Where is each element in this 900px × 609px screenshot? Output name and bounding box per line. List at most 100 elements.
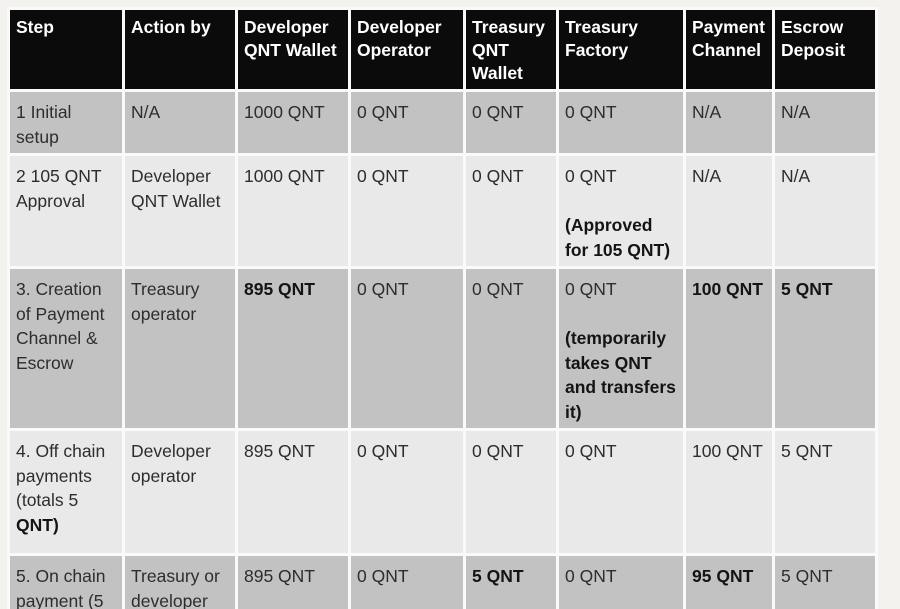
cell-value: 0 QNT <box>565 166 617 187</box>
cell-value: 0 QNT <box>357 102 409 123</box>
cell-value: 0 QNT <box>472 441 524 462</box>
table-cell: 0 QNT <box>351 92 463 154</box>
table-row: 3. Creation of Payment Channel & Escrow T… <box>10 269 875 429</box>
table-cell: 0 QNT <box>351 156 463 267</box>
table-cell: 895 QNT <box>238 431 348 554</box>
table-cell: 0 QNT <box>351 431 463 554</box>
cell-value: 5 QNT <box>781 566 833 587</box>
table-cell: N/A <box>686 156 772 267</box>
table-cell: 5 QNT <box>775 269 875 429</box>
table-body: 1 Initial setup N/A 1000 QNT 0 QNT 0 QNT 0 QN… <box>10 92 875 609</box>
cell-value-bold: 895 QNT <box>244 279 315 300</box>
table-cell: 895 QNT <box>238 556 348 609</box>
table-cell: 0 QNT <box>559 556 683 609</box>
cell-value-bold: 5 QNT <box>472 566 524 587</box>
table-cell: 5 QNT <box>775 431 875 554</box>
cell-value: 0 QNT <box>565 279 617 300</box>
cell-value-bold: 100 QNT <box>692 279 763 300</box>
table-cell: 0 QNT (temporarily takes QNT and transfer… <box>559 269 683 429</box>
cell-value: N/A <box>131 102 161 123</box>
header-row: Step Action by Developer QNT Wallet Develop… <box>10 10 875 90</box>
cell-value: N/A <box>692 102 722 123</box>
cell-value-bold: 5 QNT <box>781 279 833 300</box>
cell-value: 1 Initial setup <box>16 102 72 147</box>
table-cell: 0 QNT (Approved for 105 QNT) <box>559 156 683 267</box>
table-row: 4. Off chain payments (totals 5 QNT) Deve… <box>10 431 875 554</box>
cell-value: 1000 QNT <box>244 102 325 123</box>
cell-value: 5 QNT <box>781 441 833 462</box>
table-row: 2 105 QNT Approval Developer QNT Wallet 10… <box>10 156 875 267</box>
table-cell: 1000 QNT <box>238 92 348 154</box>
cell-value: 5. On chain payment (5 QNT) <box>16 566 106 609</box>
qnt-balance-table: Step Action by Developer QNT Wallet Develop… <box>7 7 878 609</box>
cell-value: 0 QNT <box>565 102 617 123</box>
column-header-action-by: Action by <box>125 10 235 90</box>
table-cell: N/A <box>775 92 875 154</box>
cell-value: 0 QNT <box>357 566 409 587</box>
table-cell: 100 QNT <box>686 269 772 429</box>
table-cell: 895 QNT <box>238 269 348 429</box>
table-cell: 5. On chain payment (5 QNT) <box>10 556 122 609</box>
table-cell: 0 QNT <box>466 431 556 554</box>
cell-value: 3. Creation of Payment Channel & Escrow <box>16 279 105 373</box>
table-cell: 0 QNT <box>559 431 683 554</box>
cell-value: 100 QNT <box>692 441 763 462</box>
table-cell: 0 QNT <box>559 92 683 154</box>
cell-value: 2 105 QNT Approval <box>16 166 102 211</box>
cell-value: 895 QNT <box>244 441 315 462</box>
cell-value: N/A <box>781 166 811 187</box>
table-cell: N/A <box>775 156 875 267</box>
cell-value-bold: 95 QNT <box>692 566 754 587</box>
table-header: Step Action by Developer QNT Wallet Develop… <box>10 10 875 90</box>
table-cell: 1000 QNT <box>238 156 348 267</box>
cell-value: Developer operator <box>131 441 211 486</box>
cell-value: N/A <box>781 102 811 123</box>
column-header-step: Step <box>10 10 122 90</box>
table-cell: 3. Creation of Payment Channel & Escrow <box>10 269 122 429</box>
column-header-treasury-qnt-wallet: Treasury QNT Wallet <box>466 10 556 90</box>
column-header-developer-operator: Developer Operator <box>351 10 463 90</box>
table-cell: 0 QNT <box>351 269 463 429</box>
table-cell: 0 QNT <box>466 156 556 267</box>
column-header-payment-channel: Payment Channel <box>686 10 772 90</box>
cell-value: 0 QNT <box>357 279 409 300</box>
column-header-escrow-deposit: Escrow Deposit <box>775 10 875 90</box>
table-cell: 95 QNT <box>686 556 772 609</box>
table-row: 1 Initial setup N/A 1000 QNT 0 QNT 0 QNT 0 QN… <box>10 92 875 154</box>
table-cell: 0 QNT <box>466 269 556 429</box>
table-cell: N/A <box>686 92 772 154</box>
cell-value: 1000 QNT <box>244 166 325 187</box>
cell-value: Treasury operator <box>131 279 200 324</box>
table-cell: 4. Off chain payments (totals 5 QNT) <box>10 431 122 554</box>
table-cell: N/A <box>125 92 235 154</box>
table-cell: 1 Initial setup <box>10 92 122 154</box>
table-cell: 5 QNT <box>775 556 875 609</box>
cell-value: Treasury or developer operator <box>131 566 220 609</box>
cell-value-bold: (Approved for 105 QNT) <box>565 215 671 260</box>
cell-value: 895 QNT <box>244 566 315 587</box>
table-cell: 0 QNT <box>351 556 463 609</box>
table-cell: Treasury operator <box>125 269 235 429</box>
table-cell: 100 QNT <box>686 431 772 554</box>
cell-value: 0 QNT <box>565 566 617 587</box>
table-row: 5. On chain payment (5 QNT) Treasury or d… <box>10 556 875 609</box>
cell-value: 0 QNT <box>472 166 524 187</box>
cell-value: 0 QNT <box>357 441 409 462</box>
cell-value: 4. Off chain payments (totals 5 <box>16 441 106 511</box>
table-cell: Developer operator <box>125 431 235 554</box>
table-cell: 0 QNT <box>466 92 556 154</box>
column-header-developer-qnt-wallet: Developer QNT Wallet <box>238 10 348 90</box>
cell-value: 0 QNT <box>357 166 409 187</box>
table-cell: 5 QNT <box>466 556 556 609</box>
cell-value: 0 QNT <box>472 279 524 300</box>
cell-value: 0 QNT <box>472 102 524 123</box>
cell-value: 0 QNT <box>565 441 617 462</box>
cell-value: N/A <box>692 166 722 187</box>
cell-value-bold: (temporarily takes QNT and transfers it) <box>565 328 676 422</box>
table-cell: Developer QNT Wallet <box>125 156 235 267</box>
column-header-treasury-factory: Treasury Factory <box>559 10 683 90</box>
table-cell: 2 105 QNT Approval <box>10 156 122 267</box>
table-cell: Treasury or developer operator <box>125 556 235 609</box>
cell-value: Developer QNT Wallet <box>131 166 221 211</box>
cell-value-bold: QNT) <box>16 514 59 535</box>
